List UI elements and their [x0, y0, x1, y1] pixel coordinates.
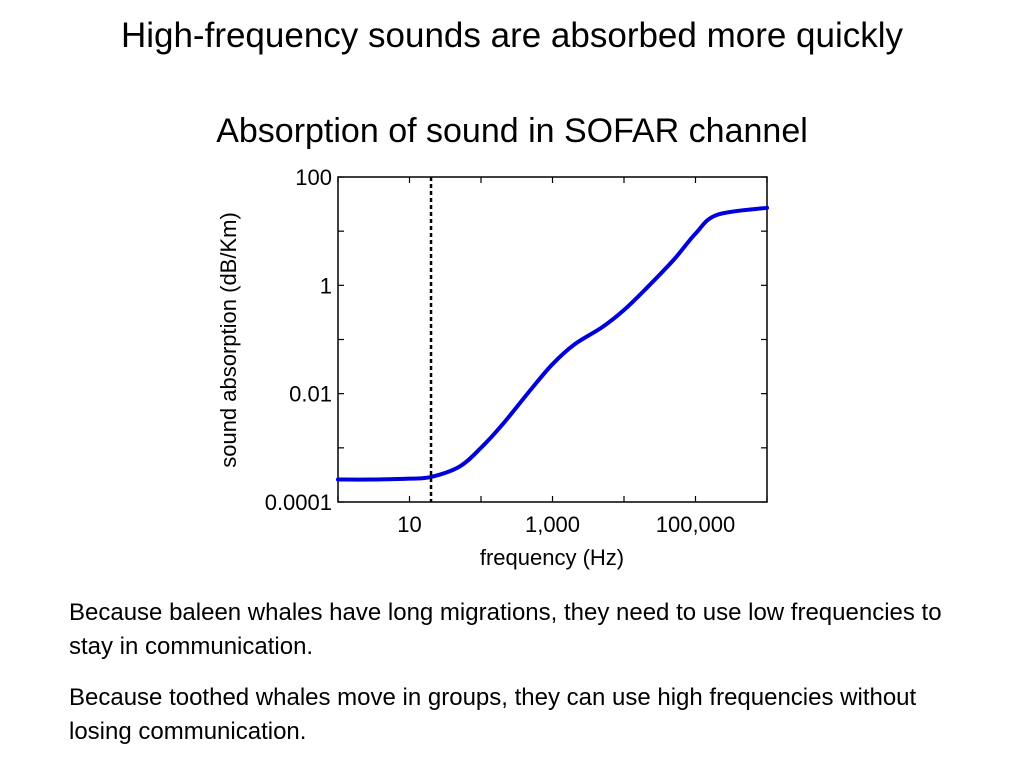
y-tick-label: 0.0001 [265, 490, 332, 515]
y-tick-label: 1 [320, 273, 332, 298]
slide-title: High-frequency sounds are absorbed more … [120, 16, 904, 55]
absorption-chart: Absorption of sound in SOFAR channel 10 1… [216, 112, 808, 570]
x-tick-label: 100,000 [656, 512, 736, 537]
tick-labels-layer: 10 1,000 100,000 100 1 0.01 0.0001 [265, 165, 736, 537]
x-tick-label: 10 [397, 512, 421, 537]
x-axis-label: frequency (Hz) [480, 545, 624, 570]
note-baleen-whales: Because baleen whales have long migratio… [69, 599, 942, 660]
note-toothed-whales: Because toothed whales move in groups, t… [69, 684, 917, 745]
y-axis-label: sound absorption (dB/Km) [216, 212, 241, 468]
chart-container: Absorption of sound in SOFAR channel 10 1… [0, 100, 1024, 580]
absorption-curve [336, 205, 769, 482]
plot-frame [337, 176, 768, 503]
y-tick-label: 100 [295, 165, 332, 190]
y-tick-label: 0.01 [289, 382, 332, 407]
x-tick-label: 1,000 [525, 512, 580, 537]
chart-title: Absorption of sound in SOFAR channel [216, 112, 808, 150]
